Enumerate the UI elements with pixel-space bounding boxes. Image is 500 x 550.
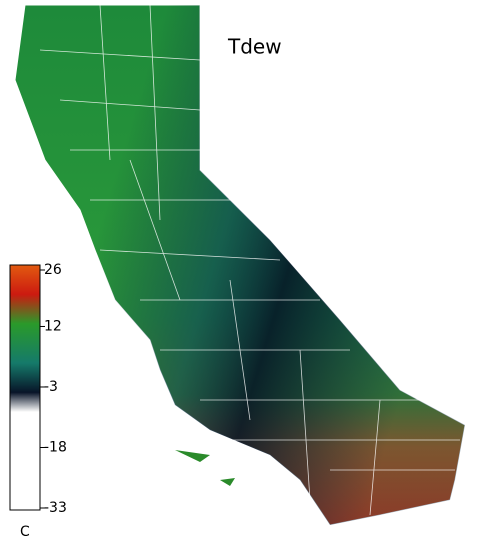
- tick-label: -3: [44, 379, 58, 395]
- map-title: Tdew: [227, 35, 282, 59]
- unit-label: C: [20, 524, 30, 540]
- tick-label: 26: [44, 262, 62, 278]
- color-bar: [9, 264, 41, 511]
- color-legend: 26 12 -3 -18 -33 C: [9, 262, 67, 540]
- tick-label: -18: [44, 439, 67, 455]
- tick-label: -33: [44, 500, 67, 516]
- california-map: [14, 4, 466, 526]
- tick-label: 12: [44, 318, 62, 334]
